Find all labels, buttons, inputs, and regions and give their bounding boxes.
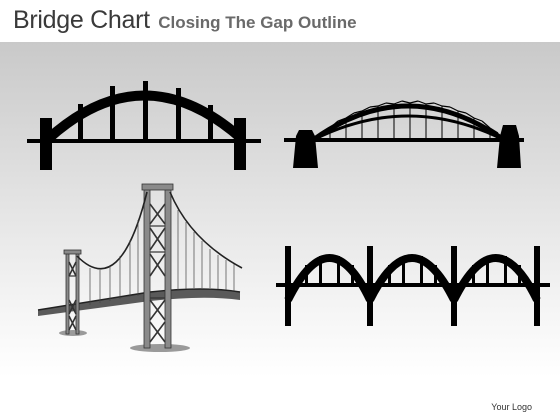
title-main: Bridge Chart: [13, 6, 150, 34]
slide-canvas: [0, 42, 560, 377]
multi-arch-bridge-icon: [276, 246, 550, 326]
slide-title: Bridge Chart Closing The Gap Outline: [13, 6, 357, 35]
title-bar: Bridge Chart Closing The Gap Outline: [0, 0, 560, 42]
arch-bridge-icon: [27, 81, 261, 170]
logo-text: Your Logo: [491, 402, 532, 412]
suspension-bridge-icon: [37, 183, 243, 352]
truss-arch-bridge-icon: [284, 100, 524, 168]
title-subtitle: Closing The Gap Outline: [158, 13, 357, 32]
